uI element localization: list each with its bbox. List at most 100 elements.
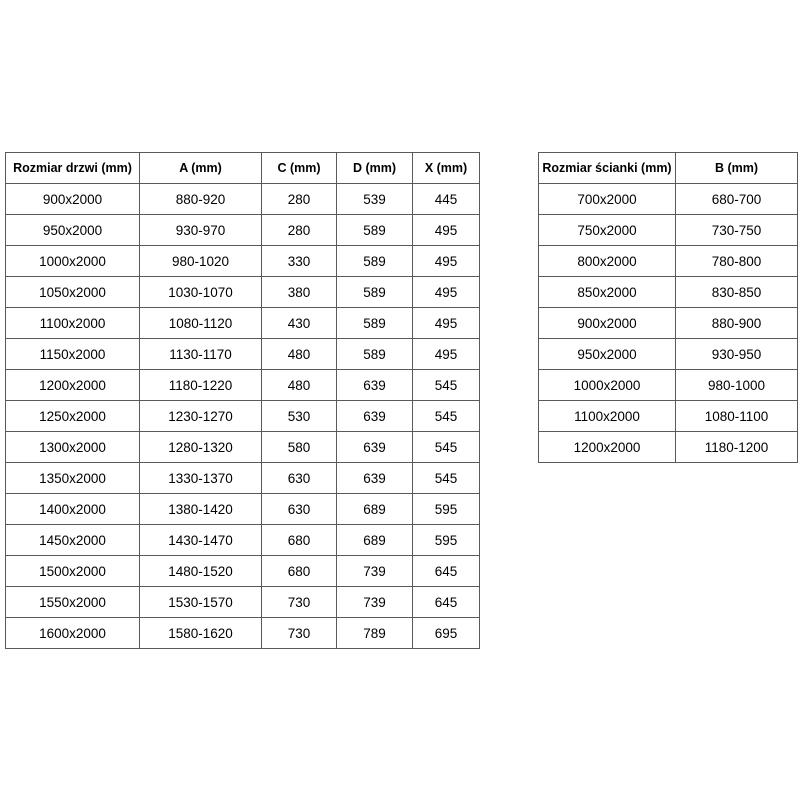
table-cell: 689 [336, 493, 413, 525]
column-header: Rozmiar drzwi (mm) [5, 152, 140, 184]
table-cell: 1350x2000 [5, 462, 140, 494]
wall-sizes-table-head: Rozmiar ścianki (mm) B (mm) [538, 152, 798, 184]
table-cell: 789 [336, 617, 413, 649]
table-cell: 739 [336, 555, 413, 587]
table-cell: 630 [261, 493, 337, 525]
table-cell: 830-850 [675, 276, 798, 308]
table-cell: 1030-1070 [139, 276, 262, 308]
table-cell: 680 [261, 524, 337, 556]
table-cell: 900x2000 [538, 307, 676, 339]
table-cell: 589 [336, 276, 413, 308]
table-row: 1000x2000 980-1020 330 589 495 [5, 245, 480, 277]
table-cell: 539 [336, 183, 413, 215]
table-cell: 1450x2000 [5, 524, 140, 556]
table-cell: 1380-1420 [139, 493, 262, 525]
table-cell: 980-1000 [675, 369, 798, 401]
table-cell: 980-1020 [139, 245, 262, 277]
table-cell: 1000x2000 [538, 369, 676, 401]
table-cell: 750x2000 [538, 214, 676, 246]
table-row: 750x2000 730-750 [538, 214, 798, 246]
table-header-row: Rozmiar drzwi (mm) A (mm) C (mm) D (mm) X (m… [5, 152, 480, 184]
table-cell: 545 [412, 369, 480, 401]
table-row: 1000x2000 980-1000 [538, 369, 798, 401]
table-cell: 680 [261, 555, 337, 587]
table-cell: 589 [336, 245, 413, 277]
table-cell: 589 [336, 307, 413, 339]
table-cell: 589 [336, 214, 413, 246]
column-header: Rozmiar ścianki (mm) [538, 152, 676, 184]
table-row: 1100x2000 1080-1100 [538, 400, 798, 432]
table-row: 1600x2000 1580-1620 730 789 695 [5, 617, 480, 649]
table-row: 1200x2000 1180-1200 [538, 431, 798, 463]
table-cell: 1300x2000 [5, 431, 140, 463]
column-header: C (mm) [261, 152, 337, 184]
table-row: 1500x2000 1480-1520 680 739 645 [5, 555, 480, 587]
table-row: 1150x2000 1130-1170 480 589 495 [5, 338, 480, 370]
table-cell: 1580-1620 [139, 617, 262, 649]
column-header: X (mm) [412, 152, 480, 184]
table-cell: 1100x2000 [5, 307, 140, 339]
table-row: 900x2000 880-900 [538, 307, 798, 339]
table-cell: 595 [412, 524, 480, 556]
table-cell: 1050x2000 [5, 276, 140, 308]
table-cell: 1530-1570 [139, 586, 262, 618]
door-sizes-table-head: Rozmiar drzwi (mm) A (mm) C (mm) D (mm) X (m… [5, 152, 480, 184]
table-cell: 280 [261, 183, 337, 215]
table-cell: 639 [336, 369, 413, 401]
table-cell: 930-970 [139, 214, 262, 246]
table-cell: 850x2000 [538, 276, 676, 308]
table-cell: 639 [336, 431, 413, 463]
table-row: 1100x2000 1080-1120 430 589 495 [5, 307, 480, 339]
table-cell: 1000x2000 [5, 245, 140, 277]
table-cell: 480 [261, 338, 337, 370]
table-cell: 1180-1220 [139, 369, 262, 401]
table-cell: 1080-1120 [139, 307, 262, 339]
table-cell: 1550x2000 [5, 586, 140, 618]
table-cell: 495 [412, 307, 480, 339]
table-cell: 1600x2000 [5, 617, 140, 649]
column-header: A (mm) [139, 152, 262, 184]
table-cell: 580 [261, 431, 337, 463]
table-cell: 1130-1170 [139, 338, 262, 370]
table-row: 1300x2000 1280-1320 580 639 545 [5, 431, 480, 463]
table-cell: 630 [261, 462, 337, 494]
table-cell: 280 [261, 214, 337, 246]
table-row: 1200x2000 1180-1220 480 639 545 [5, 369, 480, 401]
table-row: 800x2000 780-800 [538, 245, 798, 277]
table-cell: 430 [261, 307, 337, 339]
table-cell: 530 [261, 400, 337, 432]
table-cell: 645 [412, 586, 480, 618]
table-cell: 595 [412, 493, 480, 525]
table-cell: 639 [336, 462, 413, 494]
table-cell: 589 [336, 338, 413, 370]
table-cell: 495 [412, 276, 480, 308]
column-header: D (mm) [336, 152, 413, 184]
door-sizes-table: Rozmiar drzwi (mm) A (mm) C (mm) D (mm) X (m… [5, 152, 480, 649]
table-cell: 1500x2000 [5, 555, 140, 587]
table-cell: 330 [261, 245, 337, 277]
table-cell: 445 [412, 183, 480, 215]
table-row: 1400x2000 1380-1420 630 689 595 [5, 493, 480, 525]
table-cell: 689 [336, 524, 413, 556]
table-row: 1350x2000 1330-1370 630 639 545 [5, 462, 480, 494]
table-header-row: Rozmiar ścianki (mm) B (mm) [538, 152, 798, 184]
table-cell: 1100x2000 [538, 400, 676, 432]
table-cell: 495 [412, 245, 480, 277]
table-cell: 730 [261, 617, 337, 649]
table-row: 1550x2000 1530-1570 730 739 645 [5, 586, 480, 618]
door-sizes-table-body: 900x2000 880-920 280 539 445 950x2000 930-970 2… [5, 183, 480, 649]
table-cell: 950x2000 [5, 214, 140, 246]
table-cell: 1400x2000 [5, 493, 140, 525]
table-cell: 495 [412, 338, 480, 370]
table-cell: 780-800 [675, 245, 798, 277]
table-cell: 730-750 [675, 214, 798, 246]
table-cell: 1230-1270 [139, 400, 262, 432]
table-cell: 880-920 [139, 183, 262, 215]
table-cell: 730 [261, 586, 337, 618]
wall-sizes-table-body: 700x2000 680-700 750x2000 730-750 800x2000 78… [538, 183, 798, 463]
table-cell: 950x2000 [538, 338, 676, 370]
table-cell: 800x2000 [538, 245, 676, 277]
table-cell: 1180-1200 [675, 431, 798, 463]
table-cell: 1080-1100 [675, 400, 798, 432]
